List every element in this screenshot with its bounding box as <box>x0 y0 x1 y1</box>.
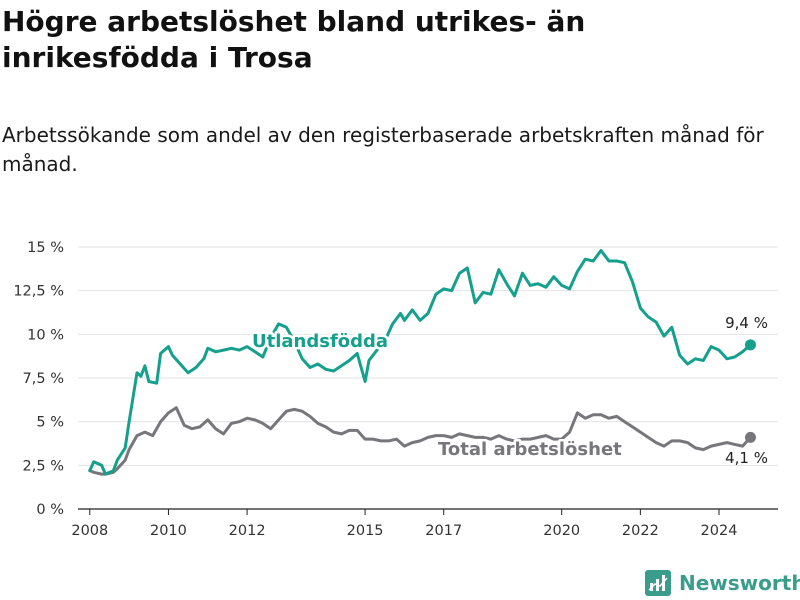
chart-subtitle: Arbetssökande som andel av den registerb… <box>2 123 764 176</box>
x-tick-label: 2024 <box>701 523 738 539</box>
x-tick-label: 2010 <box>150 523 187 539</box>
newsworthy-brand[interactable]: Newsworthy <box>645 566 800 600</box>
y-tick-label: 10 % <box>27 327 64 343</box>
x-tick-label: 2017 <box>425 523 462 539</box>
end-point-total <box>744 431 756 443</box>
end-value-utlandsfodda: 9,4 % <box>725 314 768 332</box>
y-tick-label: 7,5 % <box>23 371 64 387</box>
end-point-utlandsfodda <box>744 339 756 351</box>
x-axis-ticks: 2008 2010 2012 2015 2017 2020 2022 2024 <box>71 509 737 539</box>
y-gridlines <box>78 246 778 510</box>
y-tick-label: 12,5 % <box>13 284 64 300</box>
x-tick-label: 2015 <box>347 523 384 539</box>
chart-title: Högre arbetslöshet bland utrikes- än inr… <box>2 5 586 74</box>
series-label-utlandsfodda: Utlandsfödda <box>252 331 388 352</box>
x-tick-label: 2008 <box>71 523 108 539</box>
brand-name: Newsworthy <box>679 571 800 595</box>
y-tick-label: 0 % <box>36 502 64 518</box>
end-value-total: 4,1 % <box>725 449 768 467</box>
line-chart: 0 %2,5 %5 %7,5 %10 %12,5 %15 % 2008 2010 2… <box>13 240 778 539</box>
x-tick-label: 2022 <box>622 523 659 539</box>
series-line-total <box>88 406 752 476</box>
series-label-total: Total arbetslöshet <box>438 439 622 460</box>
newsworthy-logo-icon <box>645 570 671 596</box>
y-tick-label: 5 % <box>36 415 64 431</box>
y-axis-ticks: 0 % 2,5 % 5 % 7,5 % 10 % 12,5 % 15 % <box>13 240 64 518</box>
y-tick-label: 15 % <box>27 240 64 256</box>
y-tick-label: 2,5 % <box>23 458 64 474</box>
x-tick-label: 2020 <box>543 523 580 539</box>
series-line-utlandsfodda <box>88 249 752 476</box>
series-labels: Utlandsfödda Total arbetslöshet 9,4 % 4,1 % <box>250 314 769 467</box>
x-tick-label: 2012 <box>229 523 266 539</box>
series-lines <box>88 249 756 476</box>
